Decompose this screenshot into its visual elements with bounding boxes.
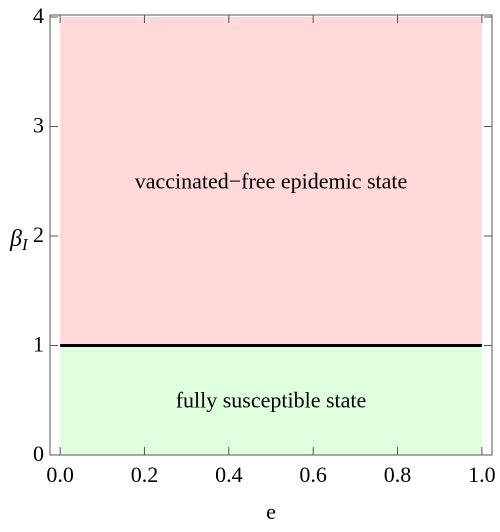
y-axis-label: βI <box>9 226 29 254</box>
region-label: fully susceptible state <box>176 387 367 412</box>
y-tick-label: 4 <box>33 3 44 28</box>
x-tick-label: 0.6 <box>299 462 327 487</box>
region-label: vaccinated−free epidemic state <box>135 168 408 193</box>
plot-frame <box>49 14 493 456</box>
y-tick-label: 2 <box>33 222 44 247</box>
region <box>60 17 482 346</box>
x-tick-label: 0.2 <box>131 462 159 487</box>
y-tick-label: 1 <box>33 332 44 357</box>
x-axis-label: e <box>266 499 276 524</box>
x-tick-label: 0.4 <box>215 462 243 487</box>
y-tick-label: 0 <box>33 441 44 466</box>
x-tick-label: 1.0 <box>468 462 496 487</box>
x-tick-label: 0.8 <box>384 462 412 487</box>
x-tick-label: 0.0 <box>46 462 74 487</box>
y-axis-symbol: β <box>9 226 22 252</box>
y-axis-subscript: I <box>21 235 29 254</box>
region <box>60 345 482 455</box>
y-tick-label: 3 <box>33 113 44 138</box>
